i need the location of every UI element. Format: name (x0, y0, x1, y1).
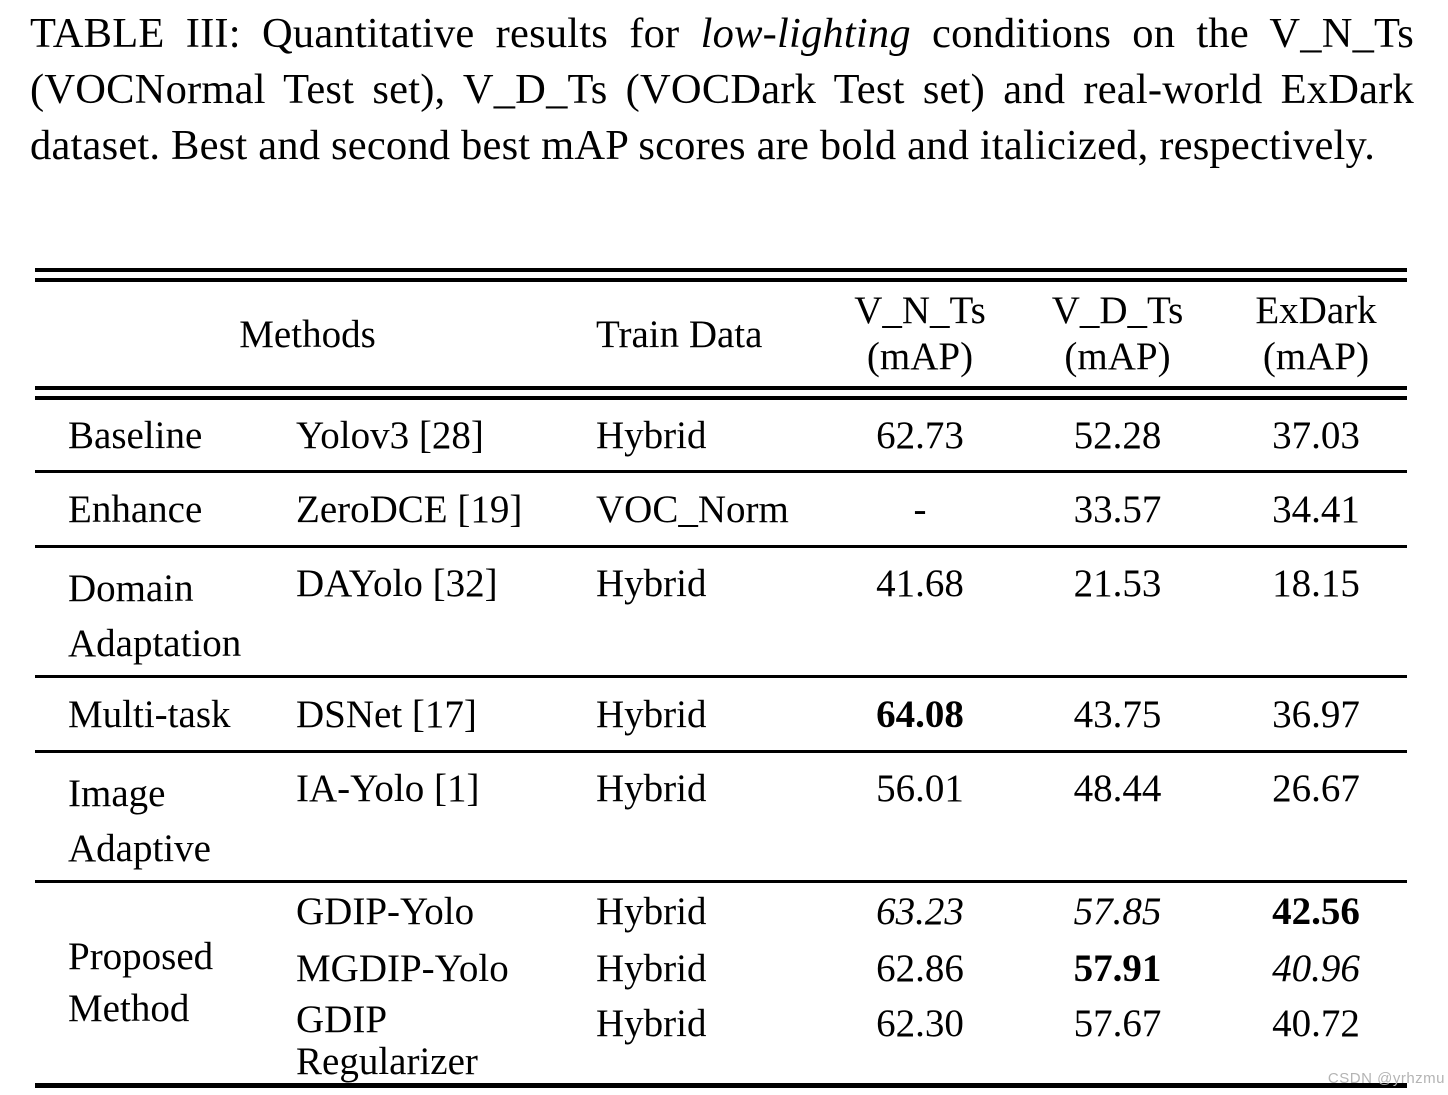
cell-vnts: 41.68 (876, 562, 964, 605)
cell-vnts: 63.23 (876, 890, 964, 933)
cell-train-data: Hybrid (596, 562, 707, 605)
cell-vnts: 56.01 (876, 767, 964, 810)
cell-vdts: 33.57 (1073, 487, 1162, 531)
cell-train-data: Hybrid (596, 413, 707, 457)
cell-method: DSNet [17] (296, 692, 477, 736)
cell-exdark: 26.67 (1272, 767, 1360, 810)
row-separator (35, 470, 1407, 473)
cell-train-data: Hybrid (596, 767, 707, 810)
cell-vdts: 57.91 (1073, 947, 1162, 990)
csdn-watermark: CSDN @yrhzmu (1327, 1070, 1445, 1087)
row-separator (35, 545, 1407, 548)
table-top-rule (35, 268, 1407, 282)
cell-vnts: 64.08 (876, 692, 964, 736)
cell-method: IA-Yolo [1] (296, 767, 480, 810)
cell-vnts: 62.73 (876, 413, 964, 457)
table-row-image-adaptive: Image Adaptive IA-Yolo [1] Hybrid 56.01 … (35, 753, 1407, 880)
cell-method: DAYolo [32] (296, 562, 498, 605)
header-exdark: ExDark (mAP) (1255, 289, 1377, 378)
caption-italic-term: low-lighting (700, 10, 911, 57)
cell-vdts: 57.67 (1073, 1002, 1162, 1045)
row-separator (35, 880, 1407, 883)
table-row-mgdip-yolo: MGDIP-Yolo Hybrid 62.86 57.91 40.96 (280, 940, 1407, 997)
cell-vnts: - (913, 487, 927, 531)
cell-exdark: 40.96 (1272, 947, 1360, 990)
group-subrows: GDIP-Yolo Hybrid 63.23 57.85 42.56 MGDIP… (280, 883, 1407, 1083)
cell-vdts: 21.53 (1073, 562, 1162, 605)
row-separator (35, 750, 1407, 753)
cell-train-data: Hybrid (596, 947, 707, 990)
caption-text-2: conditions on the V_N_Ts (VOCNormal Test… (30, 10, 1414, 169)
cell-vdts: 57.85 (1073, 890, 1162, 933)
table-group-proposed-method: Proposed Method GDIP-Yolo Hybrid 63.23 5… (35, 883, 1407, 1083)
cell-method: Yolov3 [28] (296, 413, 484, 457)
cell-vdts: 52.28 (1073, 413, 1162, 457)
results-table: Methods Train Data V_N_Ts (mAP) V_D_Ts (… (35, 268, 1407, 1088)
cell-category: Enhance (68, 487, 203, 531)
row-separator (35, 675, 1407, 678)
table-row-gdip-yolo: GDIP-Yolo Hybrid 63.23 57.85 42.56 (280, 883, 1407, 940)
cell-method: ZeroDCE [19] (296, 487, 523, 531)
cell-train-data: Hybrid (596, 1002, 707, 1045)
cell-exdark: 36.97 (1272, 692, 1360, 736)
cell-exdark: 37.03 (1272, 413, 1360, 457)
cell-vdts: 43.75 (1073, 692, 1162, 736)
cell-train-data: VOC_Norm (596, 487, 789, 531)
cell-category: Proposed Method (68, 935, 214, 1030)
table-caption: TABLE III: Quantitative results for low-… (30, 6, 1414, 174)
table-row-baseline: Baseline Yolov3 [28] Hybrid 62.73 52.28 … (35, 400, 1407, 470)
table-row-multi-task: Multi-task DSNet [17] Hybrid 64.08 43.75… (35, 678, 1407, 750)
cell-category: Baseline (68, 413, 203, 457)
cell-exdark: 18.15 (1272, 562, 1360, 605)
cell-train-data: Hybrid (596, 890, 707, 933)
caption-text-1: TABLE III: Quantitative results for (30, 10, 701, 57)
header-vdts: V_D_Ts (mAP) (1051, 289, 1184, 378)
cell-category: Multi-task (68, 692, 231, 736)
header-train-data: Train Data (596, 312, 763, 356)
cell-vnts: 62.30 (876, 1002, 964, 1045)
table-row-gdip-regularizer: GDIP Regularizer Hybrid 62.30 57.67 40.7… (280, 997, 1407, 1083)
header-bottom-rule (35, 386, 1407, 400)
cell-method: GDIP Regularizer (296, 998, 478, 1083)
cell-exdark: 42.56 (1272, 890, 1360, 933)
table-row-enhance: Enhance ZeroDCE [19] VOC_Norm - 33.57 34… (35, 473, 1407, 545)
cell-vdts: 48.44 (1073, 767, 1162, 810)
table-header-row: Methods Train Data V_N_Ts (mAP) V_D_Ts (… (35, 282, 1407, 386)
cell-method: MGDIP-Yolo (296, 947, 509, 990)
table-bottom-rule (35, 1083, 1407, 1088)
header-vnts: V_N_Ts (mAP) (854, 289, 986, 378)
table-row-domain-adaptation: Domain Adaptation DAYolo [32] Hybrid 41.… (35, 548, 1407, 675)
cell-exdark: 40.72 (1272, 1002, 1360, 1045)
cell-train-data: Hybrid (596, 692, 707, 736)
cell-category: Image Adaptive (68, 772, 211, 870)
cell-category: Domain Adaptation (68, 567, 242, 665)
cell-exdark: 34.41 (1272, 487, 1360, 531)
cell-method: GDIP-Yolo (296, 890, 475, 933)
cell-vnts: 62.86 (876, 947, 964, 990)
header-methods: Methods (239, 312, 376, 356)
